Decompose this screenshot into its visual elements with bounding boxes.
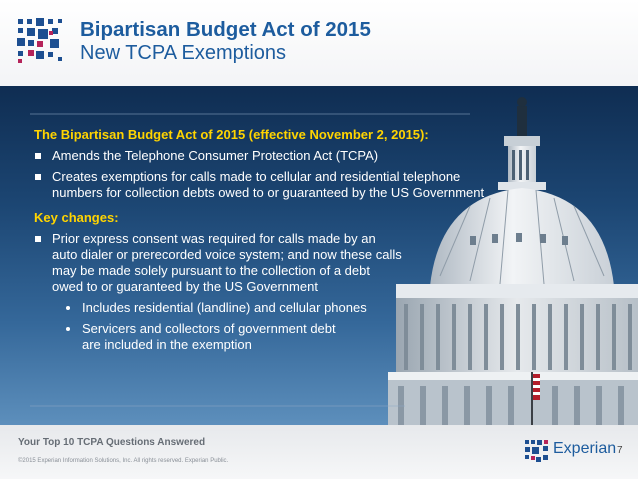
dot-bullet-icon — [66, 306, 70, 310]
dot-bullet-icon — [66, 327, 70, 331]
list-item: Servicers and collectors of government d… — [64, 321, 354, 353]
capitol-dome-image — [30, 97, 638, 425]
experian-brand-icon — [525, 440, 548, 462]
list-item: Includes residential (landline) and cell… — [64, 300, 494, 316]
slide-body: The Bipartisan Budget Act of 2015 (effec… — [34, 127, 494, 358]
page-number: 7 — [617, 445, 623, 456]
bullet-text: Amends the Telephone Consumer Protection… — [52, 148, 379, 163]
list-item: Prior express consent was required for c… — [34, 231, 402, 295]
bullet-text: Creates exemptions for calls made to cel… — [52, 169, 485, 200]
lead-heading: The Bipartisan Budget Act of 2015 (effec… — [34, 127, 429, 142]
content-panel — [0, 86, 638, 425]
slide-subtitle: New TCPA Exemptions — [80, 42, 287, 64]
list-item: Amends the Telephone Consumer Protection… — [34, 148, 494, 164]
footer-title: Your Top 10 TCPA Questions Answered — [18, 437, 206, 448]
list-item: Creates exemptions for calls made to cel… — [34, 169, 494, 201]
experian-wordmark: Experian — [553, 440, 617, 457]
slide-header: Bipartisan Budget Act of 2015 New TCPA E… — [0, 0, 638, 86]
key-changes-heading: Key changes: — [34, 210, 119, 225]
experian-logo-icon — [17, 18, 62, 63]
slide-footer: Your Top 10 TCPA Questions Answered ©201… — [0, 425, 638, 479]
copyright-text: ©2015 Experian Information Solutions, In… — [18, 458, 229, 464]
square-bullet-icon — [35, 174, 41, 180]
bullet-text: Servicers and collectors of government d… — [82, 321, 336, 352]
square-bullet-icon — [35, 153, 41, 159]
sub-bullet-list: Includes residential (landline) and cell… — [64, 300, 494, 353]
square-bullet-icon — [35, 236, 41, 242]
bullet-text: Prior express consent was required for c… — [52, 231, 402, 294]
bullet-text: Includes residential (landline) and cell… — [82, 300, 367, 315]
key-changes-list: Prior express consent was required for c… — [34, 231, 494, 295]
primary-bullet-list: Amends the Telephone Consumer Protection… — [34, 148, 494, 201]
slide-title: Bipartisan Budget Act of 2015 — [80, 18, 371, 41]
